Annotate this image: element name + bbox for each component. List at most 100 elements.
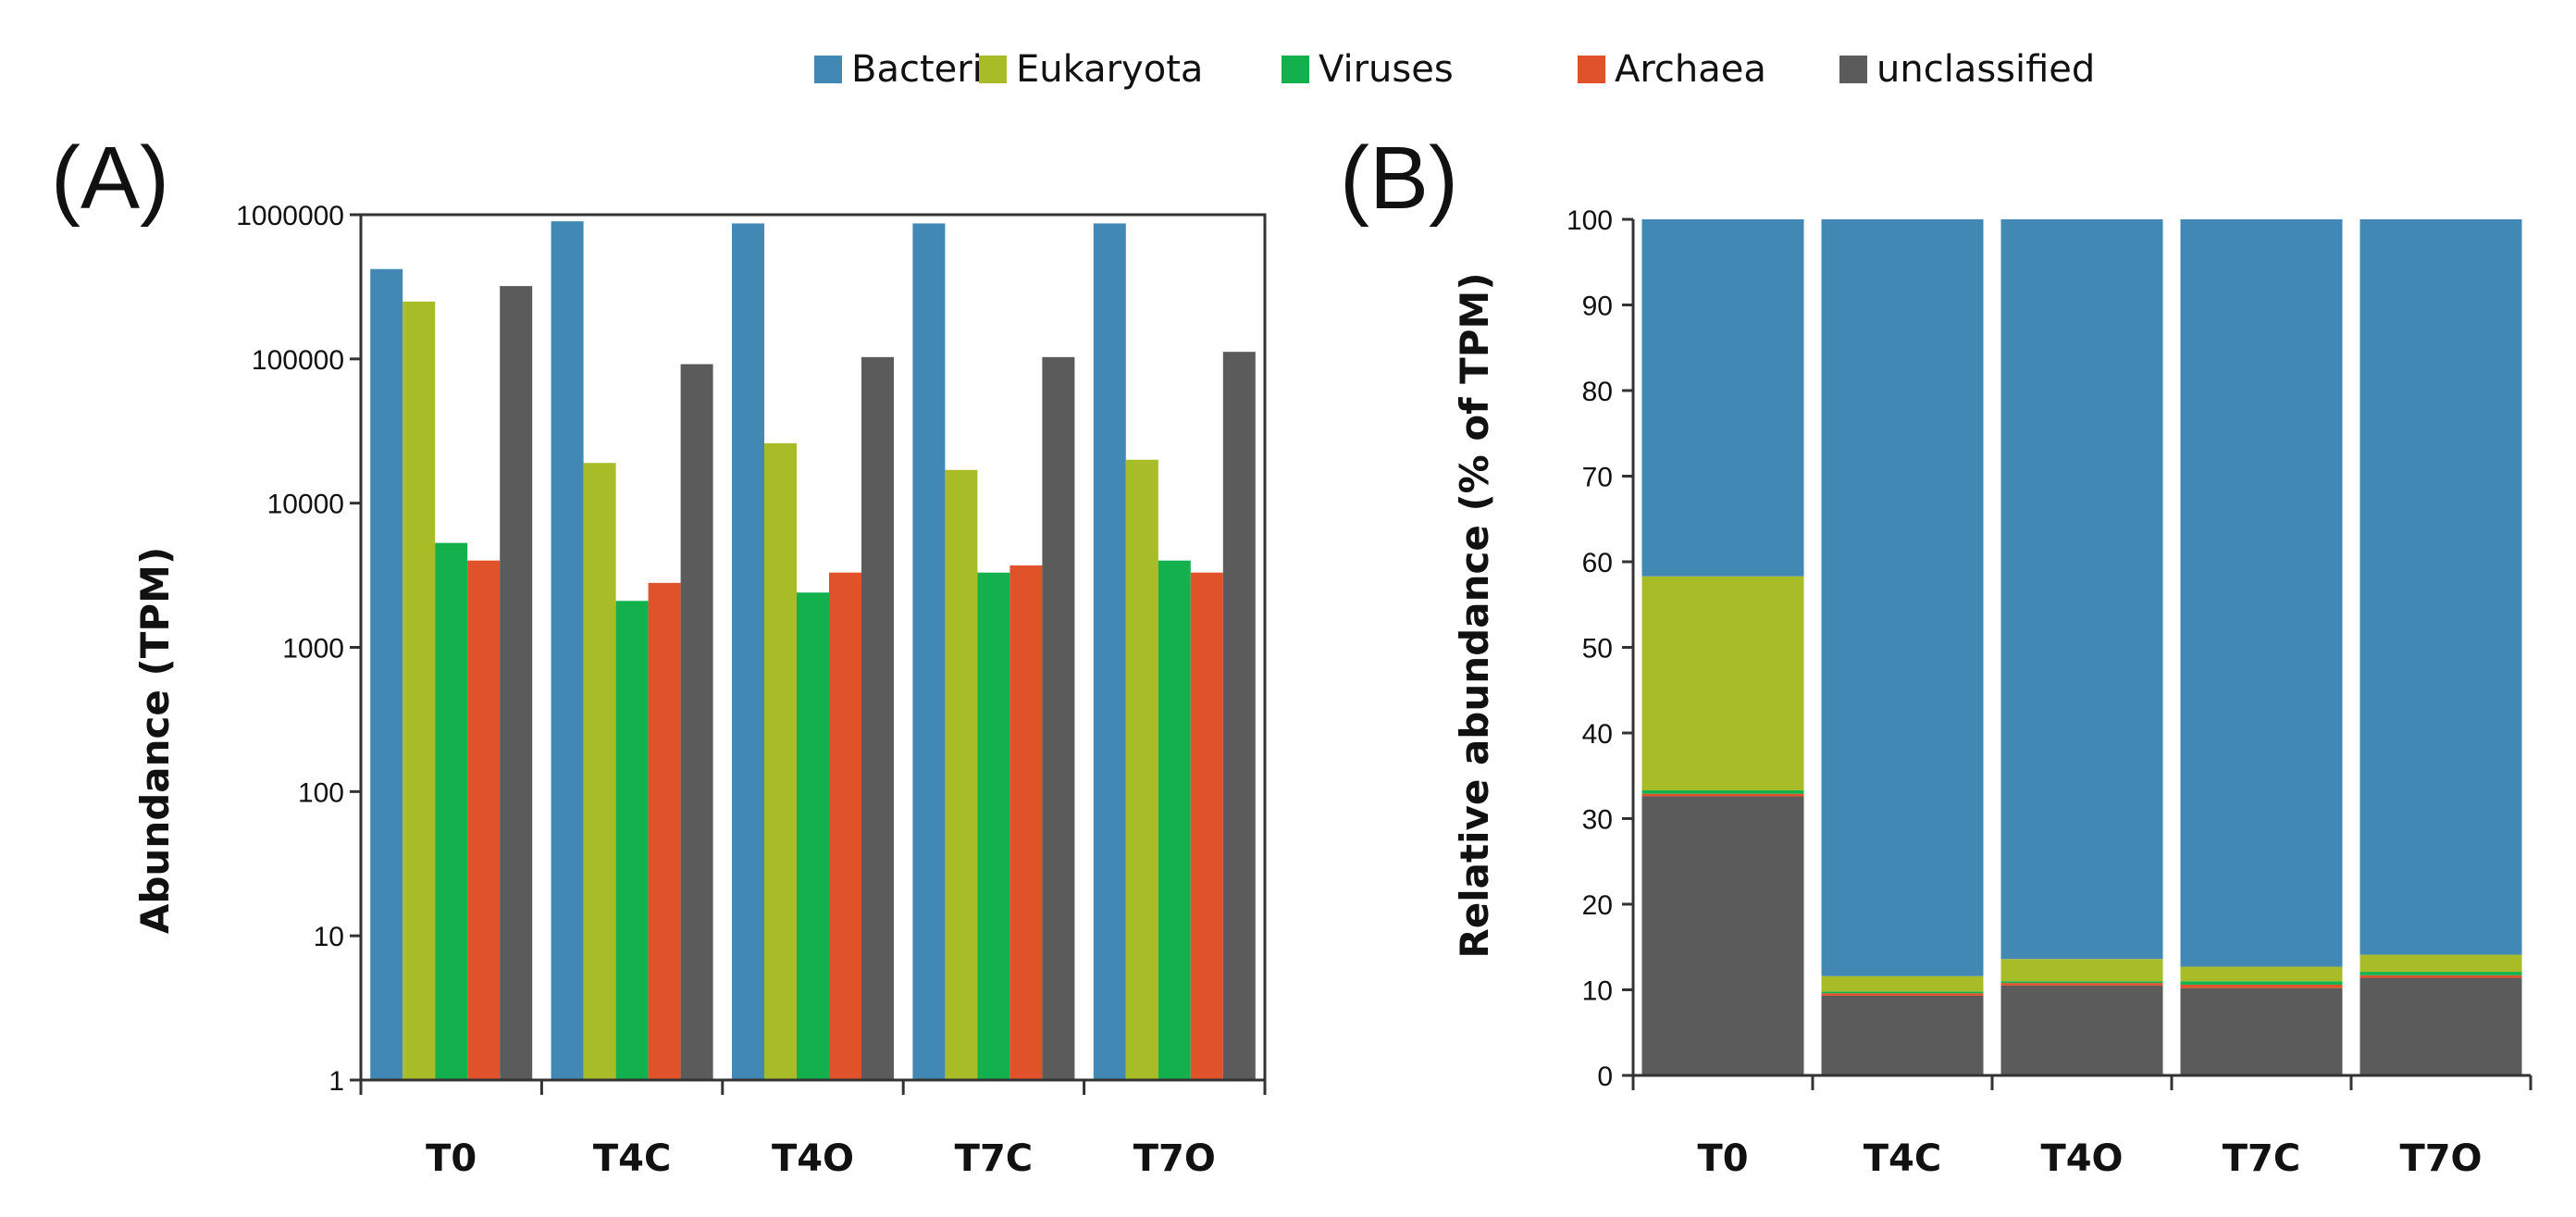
panel-a-bar-viruses-t7o: [1158, 560, 1191, 1080]
panel-a-bar-eukaryota-t0: [402, 301, 436, 1080]
panel-a-bar-archaea-t7o: [1190, 572, 1223, 1080]
panel-b-segment-bacteria-t0: [1641, 219, 1804, 577]
panel-b-segment-unclassified-t4o: [2000, 985, 2163, 1075]
legend-label-viruses: Viruses: [1319, 48, 1454, 91]
panel-b-y-tick-label: 30: [1582, 805, 1613, 836]
panel-a-bar-bacteria-t7c: [912, 223, 946, 1080]
panel-b-segment-viruses-t4c: [1821, 991, 1984, 994]
panel-b-y-tick-label: 100: [1567, 205, 1613, 236]
panel-b-segment-viruses-t7o: [2359, 972, 2522, 975]
panel-a-bar-bacteria-t0: [370, 268, 403, 1080]
panel-b-segment-archaea-t7o: [2359, 975, 2522, 978]
panel-a-bar-eukaryota-t4o: [764, 443, 797, 1080]
panel-a-bar-bacteria-t7o: [1093, 223, 1126, 1080]
panel-a-bar-archaea-t4c: [648, 582, 681, 1080]
panel-b-x-category-label: T4O: [2040, 1137, 2123, 1180]
legend-label-eukaryota: Eukaryota: [1016, 48, 1203, 91]
panel-a-x-category-label: T0: [426, 1137, 477, 1180]
legend-swatch-bacteria: [814, 56, 842, 83]
panel-a-y-tick-label: 10000: [267, 490, 344, 520]
panel-b-segment-eukaryota-t4c: [1821, 975, 1984, 992]
panel-a-x-category-labels: T0 T4C T4O T7C T7O: [426, 1137, 1216, 1180]
legend-swatch-eukaryota: [979, 56, 1007, 83]
panel-b-y-tick-label: 20: [1582, 890, 1613, 921]
panel-b-segment-archaea-t7c: [2180, 984, 2343, 988]
panel-b-segment-unclassified-t7o: [2359, 977, 2522, 1075]
panel-b-y-tick-label: 70: [1582, 463, 1613, 493]
panel-a-y-tick-labels: 1 10 100 1000 10000 100000 1000000: [236, 201, 344, 1097]
panel-a-x-category-label: T4O: [772, 1137, 854, 1180]
panel-b-chart: (B) Relative abundance (% of TPM) 0 10 20 3…: [1340, 129, 2533, 1180]
panel-a-bar-eukaryota-t7o: [1125, 459, 1158, 1080]
legend-label-archaea: Archaea: [1615, 48, 1766, 91]
panel-b-segment-bacteria-t4c: [1821, 219, 1984, 976]
panel-b-segment-archaea-t4o: [2000, 983, 2163, 986]
panel-a-bars: [370, 221, 1256, 1081]
legend-label-unclassified: unclassified: [1876, 48, 2095, 91]
legend-swatch-archaea: [1578, 56, 1605, 83]
legend: Bacteria Eukaryota Viruses Archaea unclassif…: [814, 48, 2095, 91]
panel-a-bar-bacteria-t4o: [732, 223, 764, 1080]
panel-a-bar-viruses-t4o: [797, 592, 829, 1080]
panel-b-y-tick-label: 80: [1582, 377, 1613, 407]
panel-a-bar-unclassified-t0: [500, 286, 533, 1080]
panel-a-bar-archaea-t4o: [829, 572, 861, 1080]
panel-b-y-tick-labels: 0 10 20 30 40 50 60 70 80 90 100: [1567, 205, 1613, 1092]
panel-b-segment-unclassified-t0: [1641, 796, 1804, 1075]
panel-b-segment-bacteria-t4o: [2000, 219, 2163, 960]
panel-a-bar-eukaryota-t4c: [583, 463, 616, 1081]
panel-a-y-tick-label: 100000: [252, 345, 344, 376]
legend-swatch-unclassified: [1839, 56, 1867, 83]
panel-b-segment-eukaryota-t7c: [2180, 966, 2343, 982]
panel-b-x-category-label: T7O: [2399, 1137, 2482, 1180]
panel-a-chart: (A) Abundance (TPM) 1 10 100 1000 10000 10000…: [51, 129, 1267, 1180]
panel-a-y-tick-label: 1000000: [236, 201, 344, 231]
panel-a-x-category-label: T4C: [593, 1137, 671, 1180]
panel-a-bar-eukaryota-t7c: [945, 469, 978, 1081]
panel-b-axes: [1622, 217, 2533, 1090]
panel-a-x-category-label: T7C: [955, 1137, 1033, 1180]
panel-b-y-tick-label: 40: [1582, 719, 1613, 750]
panel-b-segment-eukaryota-t7o: [2359, 954, 2522, 973]
panel-a-x-category-label: T7O: [1133, 1137, 1216, 1180]
panel-b-x-category-label: T0: [1697, 1137, 1748, 1180]
panel-b-segment-eukaryota-t0: [1641, 576, 1804, 790]
panel-b-y-tick-label: 0: [1597, 1062, 1613, 1092]
legend-swatch-viruses: [1282, 56, 1309, 83]
panel-b-x-category-label: T4C: [1864, 1137, 1941, 1180]
panel-a-y-axis-title: Abundance (TPM): [132, 547, 178, 934]
panel-b-y-tick-label: 90: [1582, 292, 1613, 322]
panel-b-segment-viruses-t7c: [2180, 981, 2343, 985]
panel-a-bar-viruses-t0: [435, 542, 468, 1080]
panel-a-axes: [350, 213, 1267, 1095]
panel-b-x-category-labels: T0 T4C T4O T7C T7O: [1697, 1137, 2482, 1180]
panel-b-segment-viruses-t0: [1641, 789, 1804, 794]
panel-a-y-tick-label: 10: [314, 922, 344, 952]
panel-b-label: (B): [1340, 129, 1458, 228]
panel-b-bars: [1641, 219, 2522, 1075]
panel-b-segment-archaea-t4c: [1821, 993, 1984, 996]
panel-b-segment-viruses-t4o: [2000, 981, 2163, 984]
panel-a-bar-viruses-t7c: [977, 572, 1010, 1080]
panel-a-y-tick-label: 1000: [282, 634, 344, 664]
panel-a-bar-archaea-t7c: [1009, 565, 1043, 1080]
panel-a-bar-unclassified-t7o: [1222, 352, 1256, 1080]
panel-b-segment-bacteria-t7c: [2180, 219, 2343, 967]
panel-b-segment-unclassified-t7c: [2180, 987, 2343, 1075]
panel-a-bar-unclassified-t7c: [1042, 356, 1075, 1080]
panel-a-y-tick-label: 1: [328, 1066, 344, 1097]
panel-a-bar-unclassified-t4c: [680, 364, 713, 1080]
panel-b-y-axis-title: Relative abundance (% of TPM): [1452, 272, 1497, 958]
panel-b-y-tick-label: 10: [1582, 976, 1613, 1007]
panel-b-segment-unclassified-t4c: [1821, 995, 1984, 1075]
panel-a-y-tick-label: 100: [298, 777, 344, 808]
panel-b-segment-eukaryota-t4o: [2000, 959, 2163, 982]
panel-b-segment-archaea-t0: [1641, 793, 1804, 797]
panel-a-bar-unclassified-t4o: [861, 356, 894, 1080]
panel-a-bar-bacteria-t4c: [551, 221, 584, 1080]
panel-a-bar-archaea-t0: [467, 560, 501, 1080]
panel-b-segment-bacteria-t7o: [2359, 219, 2522, 955]
panel-b-x-category-label: T7C: [2223, 1137, 2300, 1180]
panel-b-y-tick-label: 60: [1582, 548, 1613, 578]
